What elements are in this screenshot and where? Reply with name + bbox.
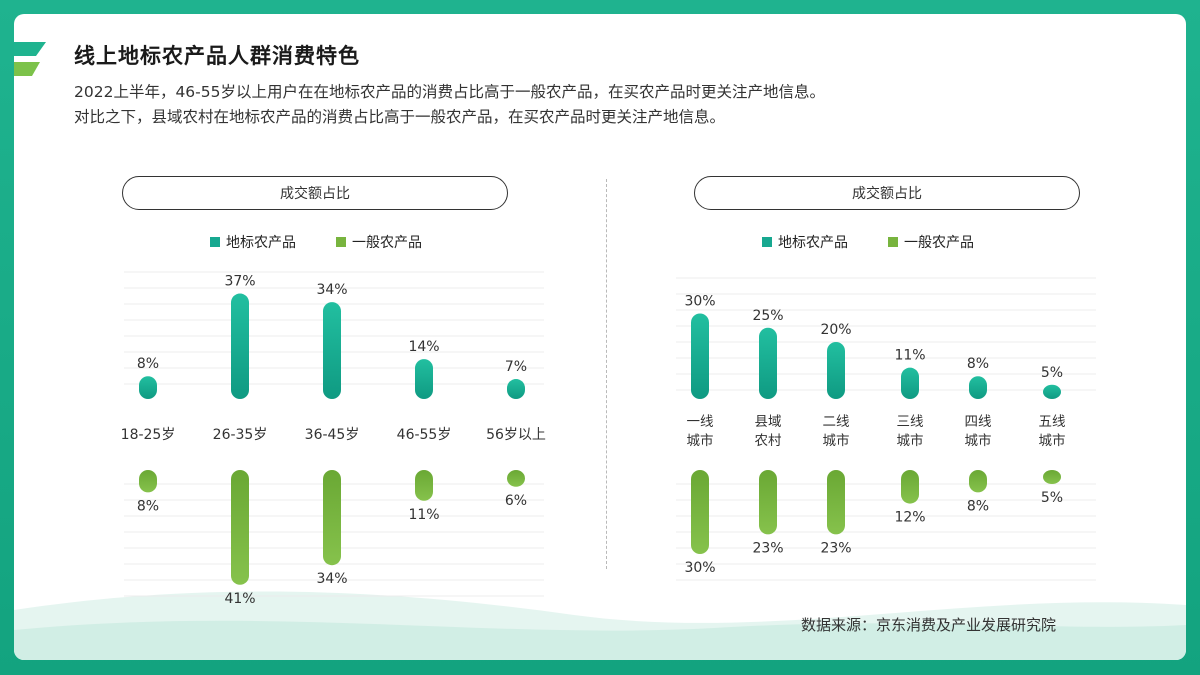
data-label-general: 12% xyxy=(894,510,925,526)
data-label-general: 8% xyxy=(137,498,159,514)
category-label: 46-55岁 xyxy=(397,427,452,443)
category-label: 二线 xyxy=(823,414,850,430)
data-label-general: 30% xyxy=(684,560,715,576)
subtitle-line-1: 2022上半年，46-55岁以上用户在在地标农产品的消费占比高于一般农产品，在买… xyxy=(74,83,825,101)
bar-geo xyxy=(1043,384,1061,399)
category-label: 四线 xyxy=(965,414,992,430)
content-card: 线上地标农产品人群消费特色 2022上半年，46-55岁以上用户在在地标农产品的… xyxy=(14,14,1186,660)
bar-general xyxy=(1043,470,1061,484)
legend-label-general: 一般农产品 xyxy=(904,235,974,251)
data-label-general: 8% xyxy=(967,498,989,514)
category-label: 城市 xyxy=(823,432,850,449)
legend-label-geo: 地标农产品 xyxy=(226,235,296,251)
bar-geo xyxy=(691,313,709,399)
bar-general xyxy=(231,470,249,585)
data-label-geo: 25% xyxy=(752,308,783,324)
category-label: 三线 xyxy=(897,414,924,430)
charts-canvas: 8% 8% 18-25岁 37% 41% 26-35岁 34% 34% 36-45岁 14% 11%… xyxy=(121,271,1096,607)
legend-swatch-general xyxy=(336,237,346,247)
data-label-general: 6% xyxy=(505,493,527,509)
legend-item-general: 一般农产品 xyxy=(888,232,974,252)
bar-geo xyxy=(415,359,433,399)
data-label-geo: 20% xyxy=(820,322,851,338)
bar-geo xyxy=(827,342,845,399)
bar-general xyxy=(827,470,845,535)
data-source: 数据来源：京东消费及产业发展研究院 xyxy=(800,616,1056,634)
bar-geo xyxy=(507,379,525,399)
data-label-general: 23% xyxy=(820,540,851,556)
legend-item-general: 一般农产品 xyxy=(336,232,422,252)
data-label-geo: 5% xyxy=(1041,365,1063,381)
bar-geo xyxy=(969,376,987,399)
data-label-geo: 30% xyxy=(684,294,715,310)
legend-swatch-geo xyxy=(210,237,220,247)
subtitle-line-2: 对比之下，县域农村在地标农产品的消费占比高于一般农产品，在买农产品时更关注产地信… xyxy=(74,108,726,126)
chart-1-legend: 地标农产品 一般农产品 xyxy=(210,232,422,252)
legend-swatch-general xyxy=(888,237,898,247)
data-label-geo: 8% xyxy=(967,356,989,372)
category-label: 农村 xyxy=(755,433,783,449)
bar-general xyxy=(901,470,919,504)
data-label-geo: 8% xyxy=(137,356,159,372)
category-label: 城市 xyxy=(965,432,992,449)
decorative-wave xyxy=(14,591,1186,660)
bar-general xyxy=(759,470,777,535)
data-label-general: 11% xyxy=(408,507,439,523)
chart-2-legend: 地标农产品 一般农产品 xyxy=(762,232,974,252)
bar-geo xyxy=(231,293,249,399)
data-label-general: 34% xyxy=(316,571,347,587)
legend-label-general: 一般农产品 xyxy=(352,235,422,251)
category-label: 县域 xyxy=(755,414,782,430)
category-label: 城市 xyxy=(1039,432,1066,449)
category-label: 56岁以上 xyxy=(486,427,546,443)
brand-logo-icon xyxy=(14,42,46,76)
bar-geo xyxy=(901,367,919,399)
legend-item-geo: 地标农产品 xyxy=(762,232,848,252)
chart-1-title: 成交额占比 xyxy=(122,176,508,210)
bar-general xyxy=(415,470,433,501)
bar-general xyxy=(507,470,525,487)
category-label: 18-25岁 xyxy=(121,427,176,443)
category-label: 26-35岁 xyxy=(213,427,268,443)
bar-geo xyxy=(323,302,341,399)
bar-general xyxy=(691,470,709,554)
data-label-geo: 37% xyxy=(224,274,255,290)
category-label: 一线 xyxy=(687,414,714,430)
legend-label-geo: 地标农产品 xyxy=(778,235,848,251)
bar-general xyxy=(139,470,157,493)
data-label-general: 5% xyxy=(1041,490,1063,506)
legend-swatch-geo xyxy=(762,237,772,247)
bar-geo xyxy=(139,376,157,399)
category-label: 城市 xyxy=(687,432,714,449)
data-label-general: 23% xyxy=(752,540,783,556)
data-label-geo: 34% xyxy=(316,282,347,298)
category-label: 五线 xyxy=(1039,414,1066,430)
category-label: 城市 xyxy=(897,432,924,449)
data-label-general: 41% xyxy=(224,591,255,607)
legend-item-geo: 地标农产品 xyxy=(210,232,296,252)
data-label-geo: 11% xyxy=(894,348,925,364)
bar-general xyxy=(969,470,987,493)
category-label: 36-45岁 xyxy=(305,427,360,443)
page-title: 线上地标农产品人群消费特色 xyxy=(74,44,360,68)
data-label-geo: 14% xyxy=(408,339,439,355)
chart-2-title: 成交额占比 xyxy=(694,176,1080,210)
bar-general xyxy=(323,470,341,566)
data-label-geo: 7% xyxy=(505,359,527,375)
bar-geo xyxy=(759,327,777,399)
page-subtitle: 2022上半年，46-55岁以上用户在在地标农产品的消费占比高于一般农产品，在买… xyxy=(74,80,1154,130)
chart-divider xyxy=(606,179,607,569)
